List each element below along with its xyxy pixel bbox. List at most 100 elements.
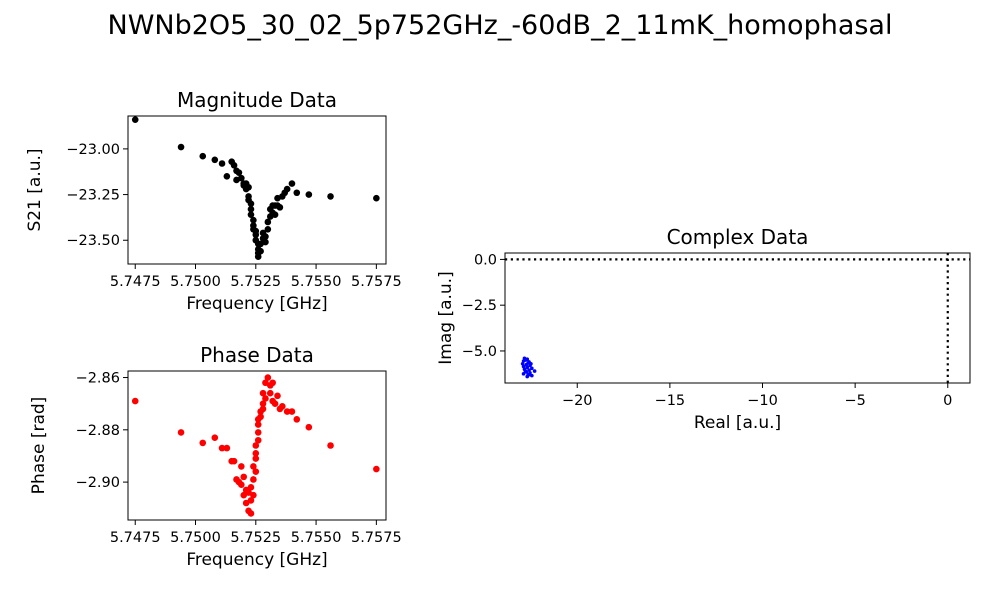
data-point: [230, 457, 238, 465]
data-point: [257, 413, 264, 421]
x-tick-label: 5.7575: [351, 530, 402, 546]
data-point: [240, 473, 248, 481]
x-tick-label: 5.7575: [351, 274, 402, 290]
x-tick-label: 5.7550: [291, 530, 342, 546]
data-point: [262, 238, 269, 246]
data-point: [252, 231, 260, 239]
y-tick-label: −23.00: [66, 142, 120, 158]
data-point: [250, 216, 257, 224]
phase-chart: 5.7475 5.7500 5.7525 5.7550 5.7575 −2.86 −2.88…: [29, 343, 402, 570]
data-point: [247, 484, 255, 491]
data-point: [247, 200, 255, 207]
data-point: [271, 400, 279, 407]
data-point: [199, 439, 207, 447]
data-point: [532, 369, 537, 373]
data-point: [373, 465, 380, 473]
data-point: [199, 152, 207, 160]
data-point: [276, 204, 284, 211]
data-point: [525, 365, 530, 370]
data-point: [305, 191, 313, 198]
data-point: [530, 366, 534, 371]
y-tick-label: −23.50: [66, 233, 120, 249]
data-point: [264, 374, 272, 381]
x-tick-label: 5.7550: [291, 274, 342, 290]
data-point: [259, 389, 267, 397]
data-point: [264, 218, 272, 226]
x-tick-label: 5.7475: [110, 274, 161, 290]
data-point: [271, 211, 279, 218]
x-axis-label: Real [a.u.]: [694, 413, 781, 433]
axes-frame: [127, 115, 387, 265]
x-tick-label: 5.7500: [170, 274, 221, 290]
data-point: [262, 233, 269, 240]
data-point: [327, 193, 334, 200]
data-point: [288, 408, 296, 415]
data-point: [530, 373, 534, 378]
data-point: [131, 397, 139, 405]
y-tick-label: −2.86: [76, 371, 120, 387]
data-point: [252, 450, 260, 457]
data-point: [245, 489, 252, 496]
data-point: [245, 183, 252, 191]
data-point: [254, 436, 262, 444]
data-point: [266, 389, 274, 397]
data-point: [305, 423, 313, 431]
data-point: [252, 455, 260, 462]
chart-title: Complex Data: [667, 225, 809, 249]
data-point: [259, 405, 267, 413]
axes-frame: [127, 370, 387, 521]
data-point: [131, 116, 139, 123]
x-tick-label: −10: [747, 393, 778, 409]
data-point: [238, 174, 245, 182]
data-point: [250, 476, 257, 483]
data-point: [521, 372, 526, 376]
x-tick-label: −20: [562, 393, 593, 409]
x-axis-label: Frequency [GHz]: [186, 550, 327, 570]
data-point: [247, 510, 255, 517]
x-tick-label: 0: [943, 393, 952, 409]
data-point: [223, 173, 231, 180]
data-point: [523, 358, 528, 362]
complex-chart: −20 −15 −10 −5 0 0.0 −2.5 −5.0 Complex Data Real …: [436, 225, 971, 433]
x-tick-label: 5.7475: [110, 530, 161, 546]
data-point: [230, 162, 238, 169]
data-point: [223, 444, 231, 452]
y-tick-label: −2.88: [76, 423, 120, 439]
y-axis-label: Imag [a.u.]: [436, 271, 456, 364]
data-point: [274, 392, 281, 400]
data-point: [252, 468, 260, 475]
data-point: [254, 253, 262, 260]
data-point: [373, 194, 380, 202]
data-point: [293, 416, 301, 423]
y-axis-label: S21 [a.u.]: [25, 148, 45, 231]
data-point: [293, 189, 301, 197]
data-point: [242, 499, 250, 507]
axes-frame: [504, 252, 971, 384]
x-tick-label: 5.7525: [230, 274, 281, 290]
data-point: [527, 372, 531, 377]
data-point: [252, 442, 260, 449]
x-tick-label: 5.7500: [170, 530, 221, 546]
x-tick-label: 5.7525: [230, 530, 281, 546]
data-point: [259, 400, 267, 407]
data-point: [238, 463, 245, 470]
data-point: [254, 429, 262, 436]
data-point: [218, 444, 226, 452]
data-point: [262, 395, 269, 402]
figure-suptitle: NWNb2O5_30_02_5p752GHz_-60dB_2_11mK_homo…: [108, 10, 893, 41]
y-tick-label: −5.0: [462, 344, 497, 360]
data-point: [238, 481, 245, 489]
data-point: [520, 361, 525, 366]
data-point: [283, 408, 291, 415]
y-tick-label: −2.90: [76, 475, 120, 491]
x-tick-label: −15: [655, 393, 686, 409]
y-tick-label: 0.0: [474, 252, 497, 268]
data-point: [288, 180, 296, 187]
magnitude-chart: 5.7475 5.7500 5.7525 5.7550 5.7575 −23.00 −23.…: [25, 88, 402, 314]
data-point: [327, 442, 334, 449]
data-point: [526, 361, 530, 365]
data-point: [250, 491, 257, 499]
y-tick-label: −23.25: [66, 188, 120, 204]
data-point: [247, 497, 255, 504]
